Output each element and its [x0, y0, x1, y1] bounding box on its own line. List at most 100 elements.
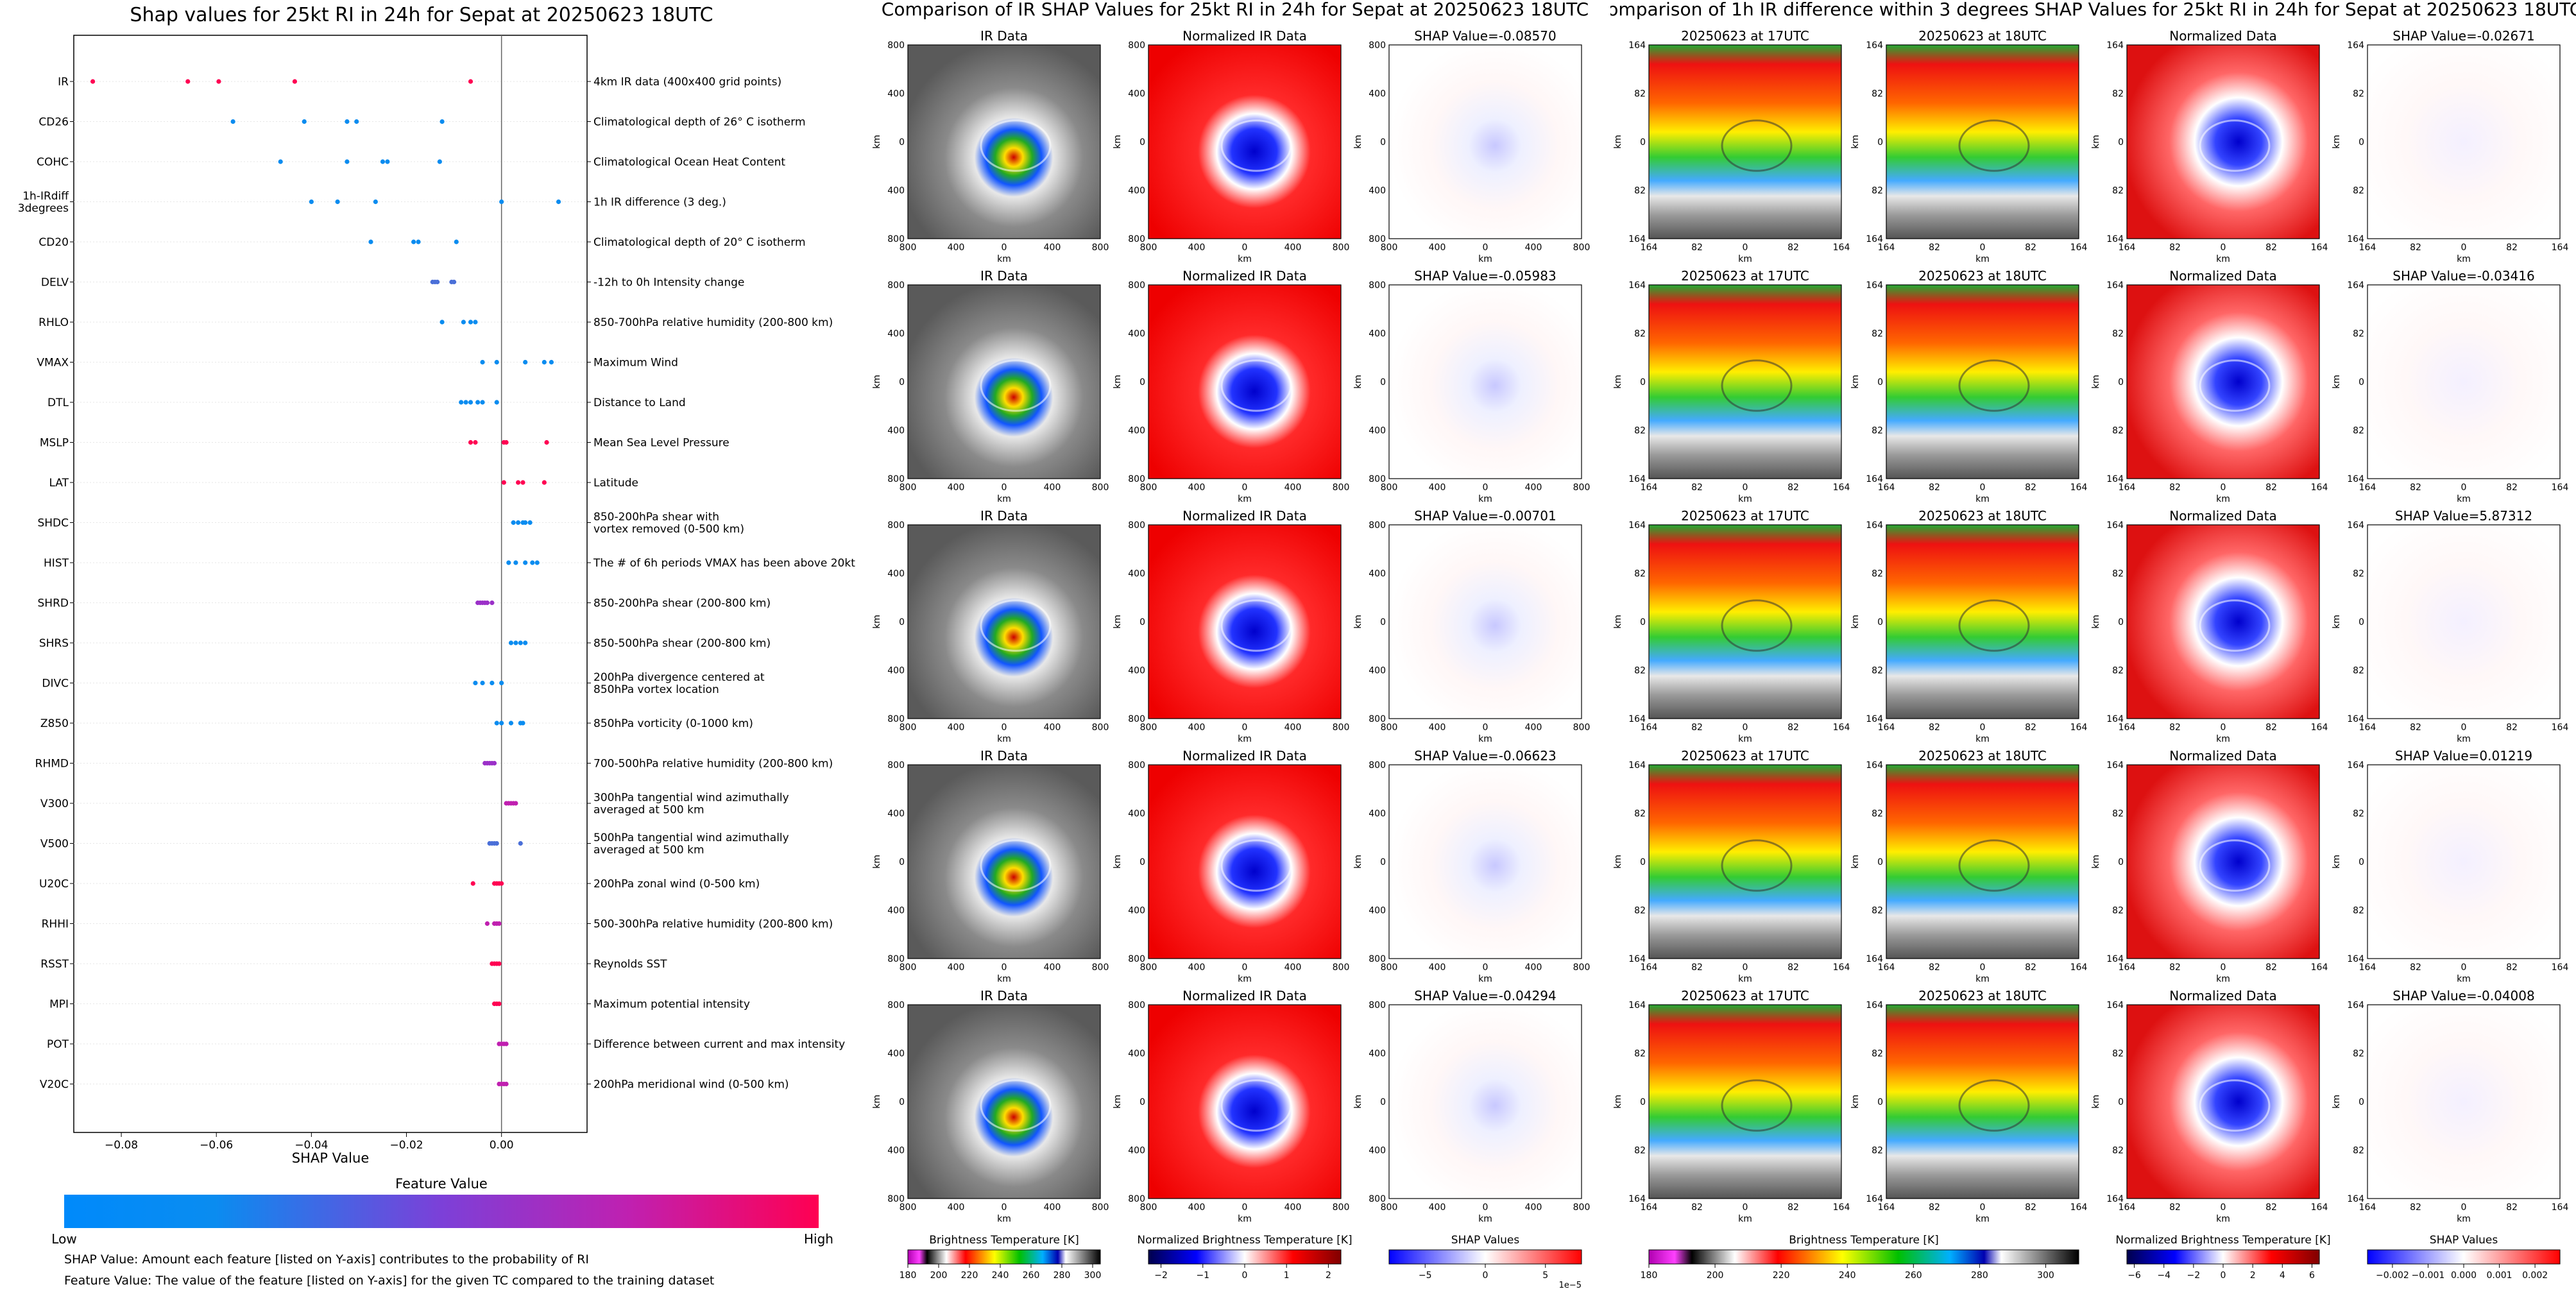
- xtick-label: 82: [1929, 962, 1940, 973]
- shap-point: [518, 640, 523, 645]
- xaxis-label: km: [1478, 254, 1492, 264]
- xaxis-label: km: [2457, 734, 2471, 744]
- xtick-label: 800: [1381, 722, 1398, 733]
- normalized-ir-image: [1148, 44, 1342, 239]
- ytick-label: 0: [1877, 1097, 1883, 1107]
- xtick-label: 800: [900, 1202, 917, 1213]
- colorbar-tick-label: 240: [992, 1270, 1009, 1281]
- colorbar-label: SHAP Values: [1451, 1234, 1520, 1247]
- ytick-label: 82: [2353, 1049, 2364, 1059]
- colorbar-tick-label: −4: [2157, 1270, 2171, 1281]
- feature-name-label: MPI: [49, 998, 69, 1011]
- xtick-label: 82: [1691, 482, 1703, 493]
- ytick-label: 164: [2347, 714, 2364, 724]
- ytick-label: 800: [1369, 760, 1386, 771]
- shap-point: [90, 79, 96, 84]
- ytick-label: 800: [1369, 280, 1386, 291]
- ir-18utc-image: [1886, 284, 2079, 479]
- xtick-label: 400: [948, 722, 965, 733]
- xtick-label: 400: [1044, 1202, 1061, 1213]
- panel-column-title: IR Data: [980, 28, 1028, 44]
- ytick-label: 164: [2106, 954, 2124, 964]
- shap-point: [480, 680, 485, 686]
- xtick-label: 0: [2221, 243, 2226, 253]
- xtick-label: 82: [2506, 1202, 2518, 1213]
- feature-description-label: 850hPa vortex location: [593, 683, 719, 696]
- xtick-label: 800: [1573, 962, 1591, 973]
- ytick-label: 800: [1369, 234, 1386, 244]
- xaxis-label: km: [997, 974, 1011, 984]
- colorbar-tick-label: 280: [1971, 1270, 1988, 1281]
- ytick-label: 164: [1628, 520, 1646, 531]
- yaxis-label: km: [872, 615, 882, 629]
- xtick-label: 82: [2169, 243, 2181, 253]
- ytick-label: 400: [1128, 329, 1145, 339]
- shap-heatmap-image: [1388, 764, 1582, 959]
- feature-description-label: Climatological Ocean Heat Content: [593, 156, 785, 169]
- ir-data-image: [907, 524, 1101, 719]
- feature-description-label: averaged at 500 km: [593, 844, 704, 857]
- xtick-label: 400: [1044, 482, 1061, 493]
- xtick-label: 0: [1743, 962, 1748, 973]
- feature-name-label: RHMD: [35, 757, 69, 770]
- xtick-label: 400: [1188, 962, 1206, 973]
- ytick-label: 164: [1866, 1194, 1883, 1204]
- ytick-label: 800: [1369, 714, 1386, 724]
- xtick-label: 164: [2359, 962, 2376, 973]
- xtick-label: 0: [2221, 1202, 2226, 1213]
- yaxis-label: km: [1113, 375, 1123, 389]
- ytick-label: 164: [1866, 520, 1883, 531]
- xtick-label: 164: [2119, 722, 2136, 733]
- shap-point: [473, 320, 478, 325]
- xtick-label: 0: [1483, 962, 1488, 973]
- feature-name-label: SHDC: [37, 516, 69, 529]
- xtick-label: 400: [1429, 962, 1446, 973]
- feature-description-label: Climatological depth of 20° C isotherm: [593, 236, 806, 249]
- shap-point: [499, 721, 504, 726]
- xtick-label: 800: [1573, 243, 1591, 253]
- xaxis-label: km: [1738, 254, 1752, 264]
- yaxis-label: km: [1353, 855, 1363, 869]
- normalized-ir-image: [1148, 284, 1342, 479]
- ytick-label: 0: [1139, 617, 1145, 627]
- shap-point: [504, 1081, 509, 1087]
- colorbar-tick-label: −2: [1154, 1270, 1168, 1281]
- feature-description-label: 850-200hPa shear (200-800 km): [593, 597, 771, 610]
- xaxis-label: km: [1238, 254, 1252, 264]
- yaxis-label: km: [1850, 135, 1861, 149]
- yaxis-label: km: [1353, 375, 1363, 389]
- xtick-label: 164: [1833, 962, 1850, 973]
- xtick-label: −0.08: [105, 1139, 138, 1152]
- shap-point: [534, 560, 540, 565]
- xtick-label: 164: [1641, 962, 1658, 973]
- feature-name-label: SHRS: [39, 637, 69, 650]
- yaxis-label: km: [1353, 1095, 1363, 1109]
- xtick-label: 400: [1284, 482, 1302, 493]
- xtick-label: 800: [900, 243, 917, 253]
- storm-eye-feature: [1721, 359, 1793, 412]
- xtick-label: 400: [948, 962, 965, 973]
- xaxis-label: km: [1238, 1214, 1252, 1224]
- colorbar-high-label: High: [804, 1231, 833, 1247]
- xtick-label: 0: [2221, 482, 2226, 493]
- ytick-label: 800: [1128, 1194, 1145, 1204]
- ytick-label: 0: [2358, 617, 2364, 627]
- xtick-label: 82: [2265, 1202, 2277, 1213]
- xtick-label: 800: [1573, 722, 1591, 733]
- ytick-label: 400: [1128, 666, 1145, 676]
- shap-point: [508, 640, 514, 645]
- colorbar-tick-label: 0: [1483, 1270, 1488, 1281]
- xtick-label: 82: [2169, 482, 2181, 493]
- xtick-label: 82: [2265, 243, 2277, 253]
- shap-heatmap-image: [1388, 1004, 1582, 1199]
- shap-point: [380, 159, 386, 164]
- xtick-label: 800: [900, 962, 917, 973]
- yaxis-label: km: [872, 1095, 882, 1109]
- xtick-label: 400: [1044, 962, 1061, 973]
- shap-point: [497, 921, 502, 926]
- feature-description-label: Distance to Land: [593, 397, 686, 409]
- ytick-label: 0: [1640, 377, 1646, 388]
- panel-column-title: 20250623 at 17UTC: [1681, 988, 1809, 1003]
- panel-column-title: 20250623 at 18UTC: [1918, 28, 2047, 44]
- shap-point: [309, 199, 314, 205]
